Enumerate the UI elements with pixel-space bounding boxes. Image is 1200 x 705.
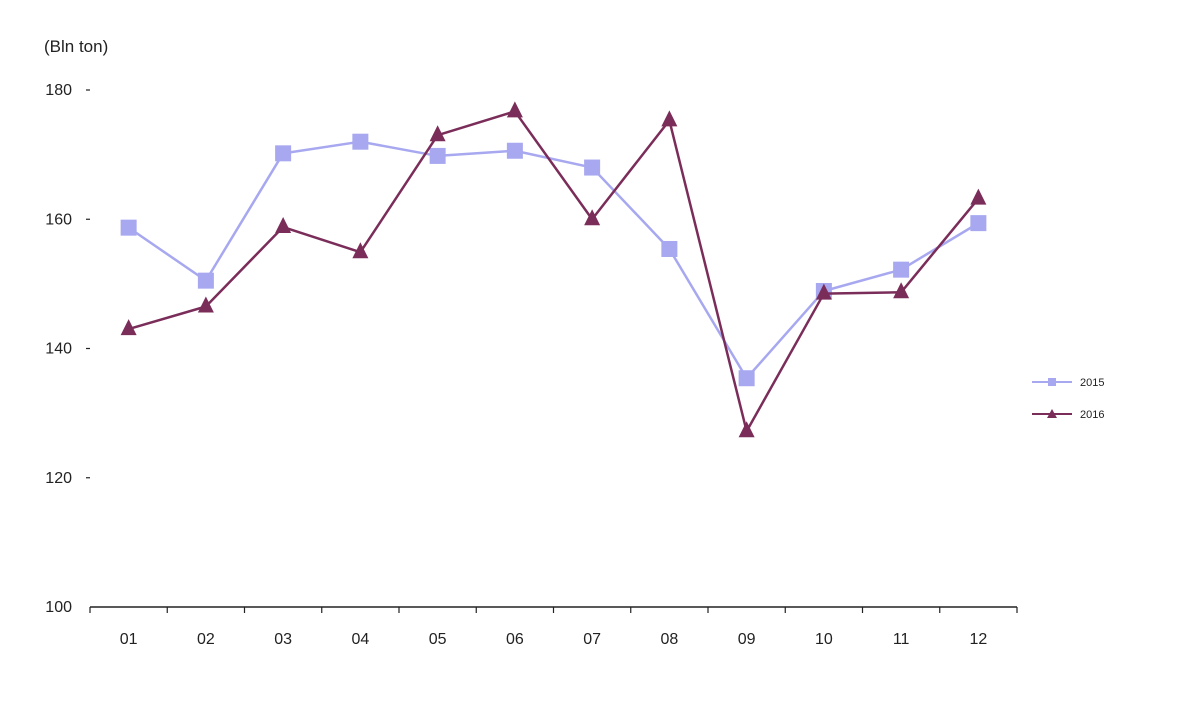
series-line — [128, 110, 980, 433]
x-tick-label: 08 — [660, 631, 678, 648]
y-tick-label: 180 — [45, 82, 72, 99]
data-point-square — [197, 272, 214, 289]
data-point-square — [970, 215, 987, 232]
data-point-triangle — [506, 101, 523, 118]
data-point-triangle — [584, 209, 601, 226]
data-point-triangle — [275, 217, 292, 234]
y-tick-label: 120 — [45, 470, 72, 487]
series-2016 — [120, 101, 987, 438]
data-point-triangle — [120, 319, 137, 336]
data-point-triangle — [815, 283, 832, 300]
data-point-square — [584, 159, 601, 176]
data-point-triangle — [661, 110, 678, 127]
legend-marker-triangle — [1047, 409, 1057, 418]
y-tick-label: 100 — [45, 599, 72, 616]
data-point-triangle — [893, 282, 910, 299]
x-tick-label: 02 — [197, 631, 215, 648]
data-point-triangle — [970, 188, 987, 205]
data-point-triangle — [738, 421, 755, 438]
x-tick-label: 04 — [351, 631, 369, 648]
x-tick-label: 07 — [583, 631, 601, 648]
x-tick-label: 11 — [893, 631, 910, 648]
data-point-triangle — [197, 296, 214, 313]
legend-item: 2015 — [1032, 377, 1104, 389]
data-point-square — [661, 240, 678, 257]
y-tick-label: 160 — [45, 211, 72, 228]
data-point-square — [506, 142, 523, 159]
data-point-square — [275, 145, 292, 162]
series-line — [127, 140, 980, 380]
y-tick-label: 140 — [45, 341, 72, 358]
data-point-square — [738, 370, 755, 387]
legend-marker-square — [1048, 378, 1056, 386]
x-tick-label: 05 — [429, 631, 447, 648]
x-tick-label: 12 — [969, 631, 987, 648]
x-tick-label: 09 — [738, 631, 756, 648]
legend-item: 2016 — [1032, 409, 1104, 421]
legend-label: 2016 — [1080, 409, 1104, 421]
series-layer — [120, 101, 987, 438]
x-tick-label: 06 — [506, 631, 524, 648]
legend-label: 2015 — [1080, 377, 1104, 389]
series-2015 — [120, 133, 987, 387]
data-point-triangle — [352, 242, 369, 259]
x-tick-label: 01 — [120, 631, 138, 648]
legend: 2015 2016 — [1032, 377, 1104, 421]
x-tick-label: 03 — [274, 631, 292, 648]
data-point-square — [352, 133, 369, 150]
y-axis-label: (Bln ton) — [44, 37, 108, 56]
data-point-triangle — [429, 125, 446, 142]
data-point-square — [893, 261, 910, 278]
data-point-square — [429, 147, 446, 164]
x-tick-label: 10 — [815, 631, 833, 648]
data-point-square — [120, 219, 137, 236]
axes: 01 02 03 04 05 06 07 08 09 10 11 12 100 120 140 160 180 — [45, 82, 1018, 648]
